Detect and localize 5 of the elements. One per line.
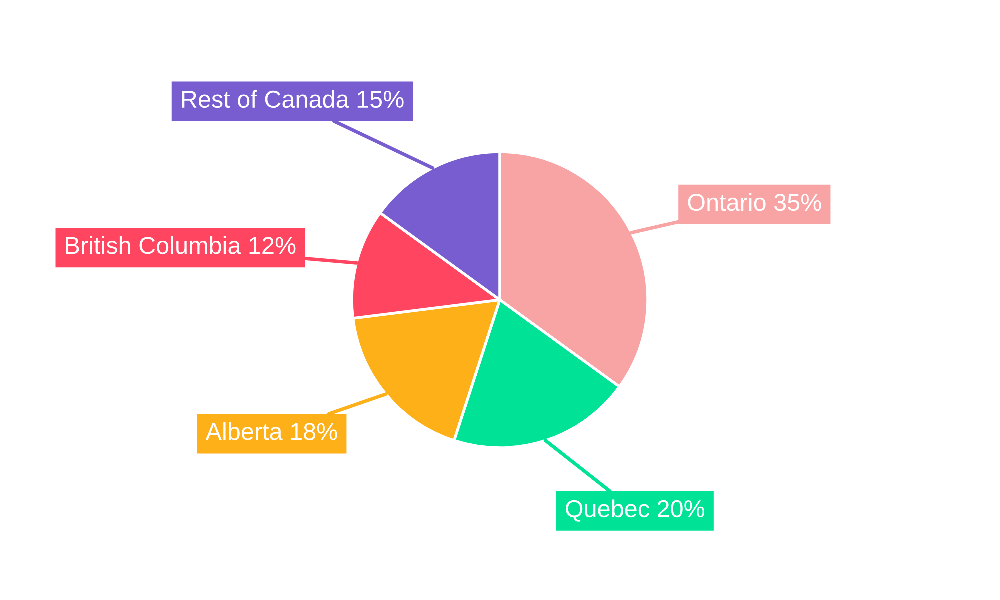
slice-label: Quebec 20%: [566, 500, 705, 522]
slice-label: Alberta 18%: [206, 422, 338, 440]
slice-label: Rest of Canada 15%: [182, 90, 404, 108]
slice-label: Ontario 35%: [688, 193, 822, 212]
slice-label: British Columbia 12%: [66, 236, 296, 254]
